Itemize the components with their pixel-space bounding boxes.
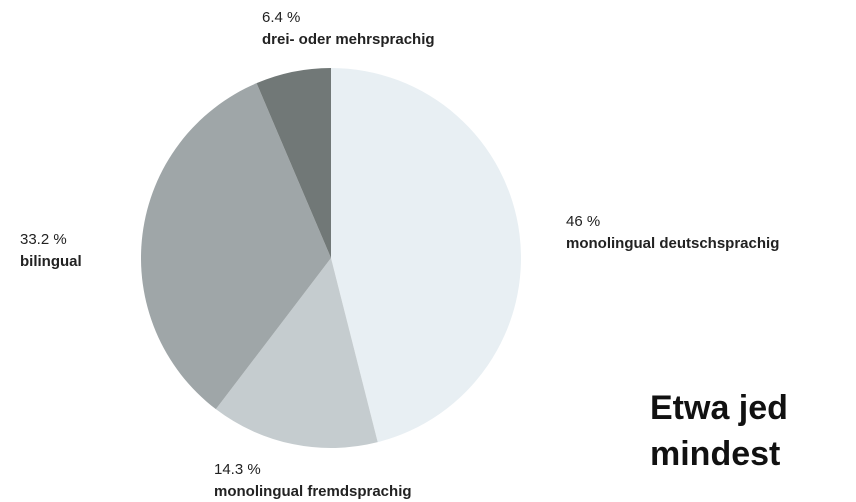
category-label: monolingual deutschsprachig [566,235,779,252]
heading-line: Etwa jed [650,389,788,427]
category-label: bilingual [20,253,82,270]
pie-slice [140,83,331,410]
pie-slice [331,68,522,443]
value-label: 46 % [566,213,600,230]
category-label: monolingual fremdsprachig [214,483,412,500]
category-label: drei- oder mehrsprachig [262,31,435,48]
value-label: 14.3 % [214,461,261,478]
pie-slice [256,68,331,258]
heading-line: mindest [650,435,780,473]
value-label: 6.4 % [262,9,300,26]
value-label: 33.2 % [20,231,67,248]
pie-slice [215,258,378,449]
